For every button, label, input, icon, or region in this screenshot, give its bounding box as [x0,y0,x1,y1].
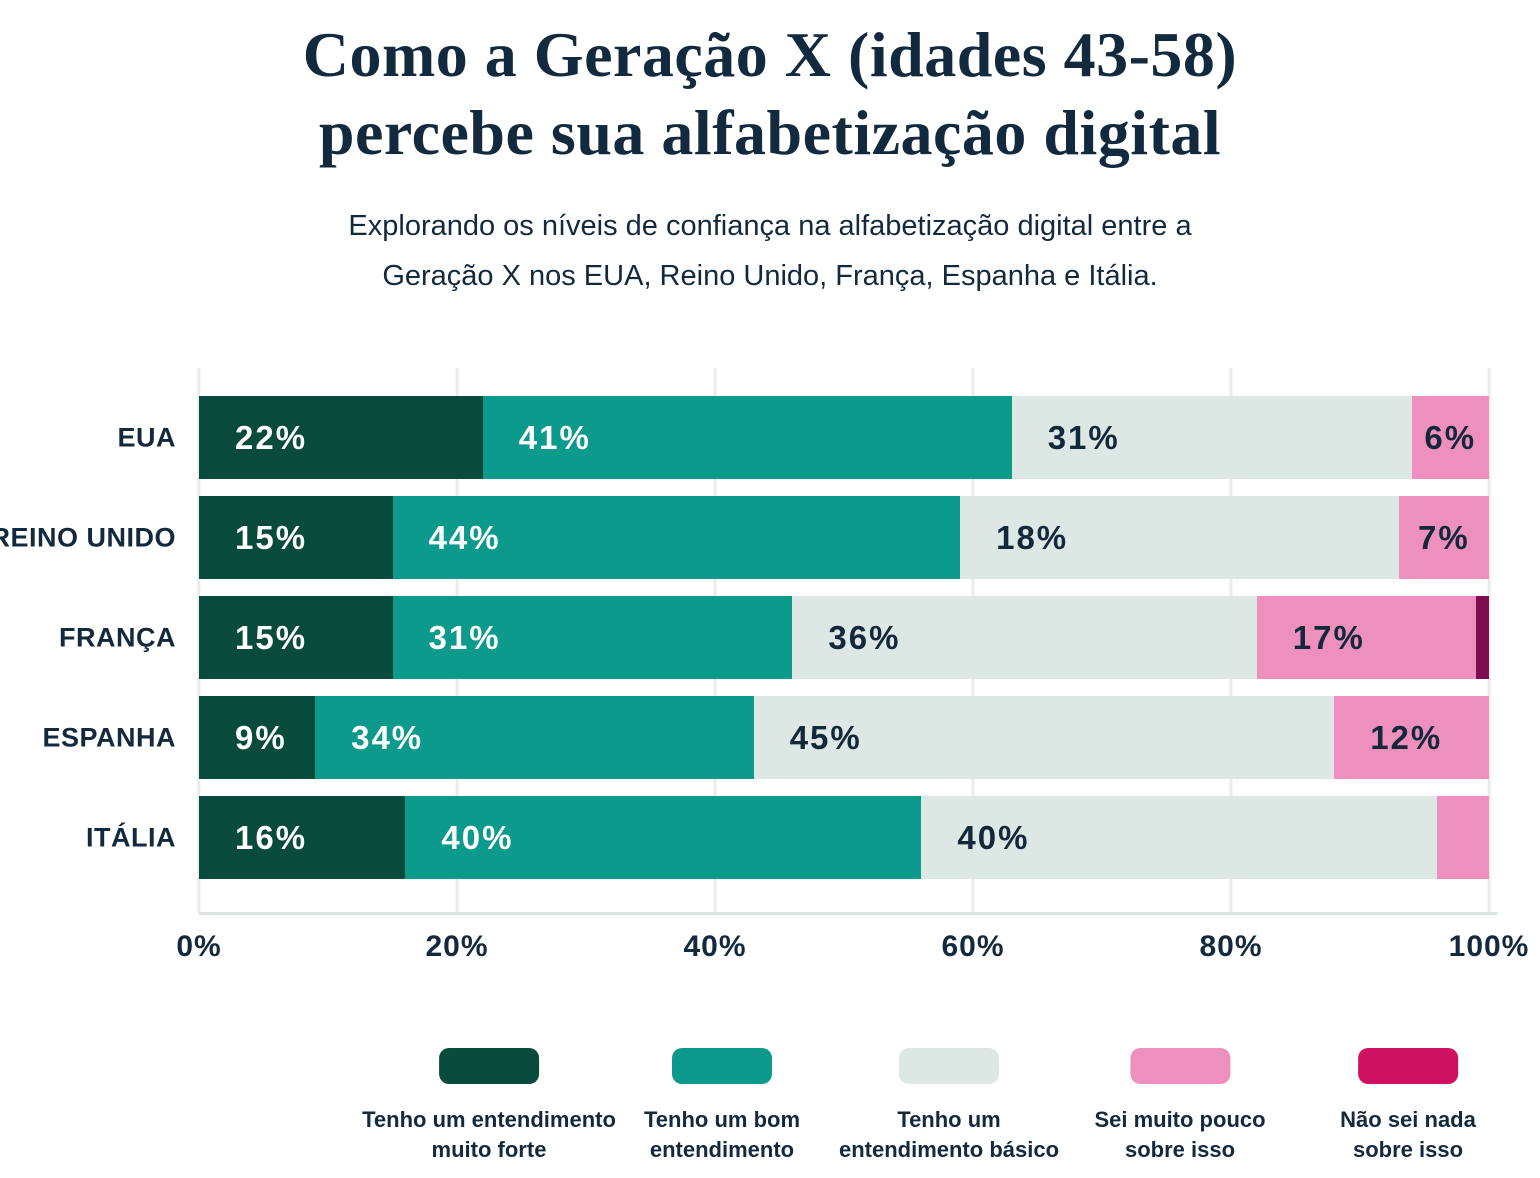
bar-segment-teal: 34% [315,696,754,779]
bar-row-espanha: ESPANHA 9% 34% 45% 12% [42,696,1489,779]
segment-value-label: 6% [1424,418,1477,456]
tick-label-0: 0% [176,930,222,963]
bar-segment-pink: 6% [1411,396,1489,479]
category-label: ESPANHA [42,722,176,752]
category-label: REINO UNIDO [0,522,176,552]
tick-label-20: 20% [425,930,489,963]
tick-label-100: 100% [1448,930,1530,963]
legend-swatch-light_grey [898,1048,999,1084]
bar-segment-pink: 17% [1256,596,1477,679]
legend-label-line: Sei muito pouco [1094,1107,1266,1132]
bar-segment-light_grey: 18% [960,496,1399,579]
segment-value-label: 12% [1370,718,1443,756]
tick-label-80: 80% [1199,930,1263,963]
category-label: EUA [117,422,176,452]
segment-value-label: 31% [428,618,501,656]
legend-swatch-teal [672,1048,772,1084]
bar-segment-light_grey: 31% [1011,396,1412,479]
bar-segment-dark_green: 15% [199,496,393,579]
legend-item-dark_green: Tenho um entendimento muito forte [362,1048,616,1166]
segment-value-label: 31% [1047,418,1120,456]
segment-value-label: 16% [235,818,308,856]
category-label: ITÁLIA [86,822,176,852]
legend-swatch-pink [1130,1048,1230,1084]
legend-item-pink: Sei muito pouco sobre isso [1094,1048,1266,1166]
bar-row-itália: ITÁLIA 16% 40% 40% [86,796,1489,879]
segment-value-label: 44% [428,518,501,556]
segment-value-label: 9% [235,718,287,756]
page-subtitle-line1: Explorando os níveis de confiança na alf… [348,210,1192,243]
bar-segment-dark_green: 15% [199,596,393,679]
bar-segment-pink: 12% [1334,696,1489,779]
page-title: Como a Geração X (idades 43-58) percebe s… [0,16,1540,172]
segment-value-label: 15% [235,518,308,556]
bar-segment-teal: 41% [482,396,1012,479]
segment-value-label: 40% [957,818,1030,856]
page-subtitle-line2: Geração X nos EUA, Reino Unido, França, … [382,260,1158,293]
plot-area: EUA 22% 41% 31% 6% REINO UNIDO 15% 44% 18% 7% FRAN… [0,368,1497,915]
bar-segment-dark_green: 9% [199,696,316,779]
legend-item-label: Sei muito pouco sobre isso [1094,1105,1265,1166]
legend-label-line: Tenho um bom [643,1107,801,1132]
tick-label-60: 60% [941,930,1005,963]
bar-segment-teal: 40% [405,796,922,879]
bar-segment-dark_green: 16% [199,796,406,879]
legend-item-label: Não sei nada sobre isso [1340,1105,1476,1166]
segment-value-label: 45% [789,718,862,756]
bar-segment-dark_green: 22% [199,396,483,479]
tick-label-40: 40% [683,930,747,963]
segment-value-label: 22% [235,418,308,456]
legend-swatch-crimson [1358,1048,1458,1084]
segment-value-label: 40% [441,818,514,856]
x-axis-tick-labels: 0% 20% 40% 60% 80% 100% [176,930,1528,972]
legend-item-label: Tenho um entendimento muito forte [362,1105,616,1166]
bar-row-eua: EUA 22% 41% 31% 6% [117,396,1489,479]
legend-label-line: sobre isso [1352,1137,1464,1163]
segment-value-label: 34% [351,718,424,756]
bar-segment-pink: 7% [1398,496,1489,579]
category-label: FRANÇA [59,622,176,652]
legend-label-line: Não sei nada [1340,1107,1476,1132]
legend-label-line: entendimento [649,1137,795,1163]
segment-value-label: 15% [235,618,308,656]
bar-segment-light_grey: 45% [753,696,1335,779]
x-axis-baseline [199,912,1497,915]
segment-value-label: 41% [518,418,591,456]
legend-swatch-dark_green [439,1048,539,1084]
page-title-line2: percebe sua alfabetização digital [318,97,1222,169]
gridline-100 [1487,368,1491,912]
legend-label-line: entendimento básico [838,1137,1060,1163]
legend: Tenho um entendimento muito forte Tenho um… [0,1048,1540,1178]
legend-item-light_grey: Tenho um entendimento básico [839,1048,1059,1166]
legend-label-line: Tenho um [897,1107,1001,1132]
bar-segment-light_grey: 40% [921,796,1438,879]
legend-label-line: muito forte [431,1137,547,1163]
header: Como a Geração X (idades 43-58) percebe s… [0,16,1540,302]
page-subtitle: Explorando os níveis de confiança na alf… [0,202,1540,302]
bar-segment-teal: 44% [392,496,961,579]
bar-segment-teal: 31% [392,596,793,679]
legend-item-crimson: Não sei nada sobre isso [1340,1048,1476,1166]
legend-item-label: Tenho um bom entendimento [644,1105,800,1166]
page-title-line1: Como a Geração X (idades 43-58) [302,19,1238,90]
segment-value-label: 17% [1292,618,1365,656]
legend-label-line: sobre isso [1124,1137,1236,1163]
bar-segment-pink [1437,796,1489,879]
segment-value-label: 36% [828,618,901,656]
segment-value-label: 18% [996,518,1069,556]
legend-item-teal: Tenho um bom entendimento [644,1048,800,1166]
bar-row-frança: FRANÇA 15% 31% 36% 17% [59,596,1489,679]
bar-segment-light_grey: 36% [792,596,1257,679]
segment-value-label: 7% [1417,518,1470,556]
bars-container: EUA 22% 41% 31% 6% REINO UNIDO 15% 44% 18% 7% FRAN… [0,396,1489,879]
bar-segment-plum [1476,596,1489,679]
legend-item-label: Tenho um entendimento básico [839,1105,1059,1166]
legend-label-line: Tenho um entendimento [362,1107,616,1132]
bar-row-reino-unido: REINO UNIDO 15% 44% 18% 7% [0,496,1489,579]
